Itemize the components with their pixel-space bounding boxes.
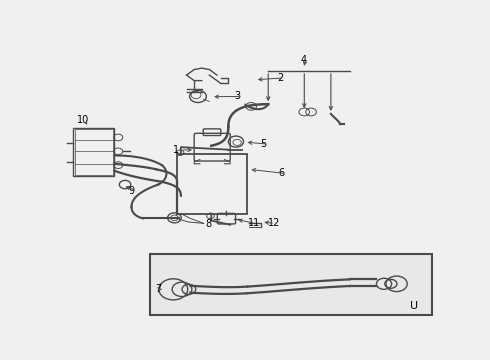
Text: 9: 9 <box>129 186 135 196</box>
Text: 4: 4 <box>300 55 307 65</box>
Text: 7: 7 <box>155 284 161 294</box>
Text: 11: 11 <box>248 219 260 228</box>
Text: U: U <box>410 301 418 311</box>
Text: 2: 2 <box>277 73 283 83</box>
FancyBboxPatch shape <box>150 254 432 315</box>
Text: 12: 12 <box>268 219 280 228</box>
Text: 1: 1 <box>173 145 179 155</box>
Bar <box>177 154 247 214</box>
Text: 3: 3 <box>234 91 240 102</box>
Text: 10: 10 <box>77 115 90 125</box>
Text: 5: 5 <box>261 139 267 149</box>
Text: 6: 6 <box>278 168 285 179</box>
Text: 8: 8 <box>206 219 212 229</box>
